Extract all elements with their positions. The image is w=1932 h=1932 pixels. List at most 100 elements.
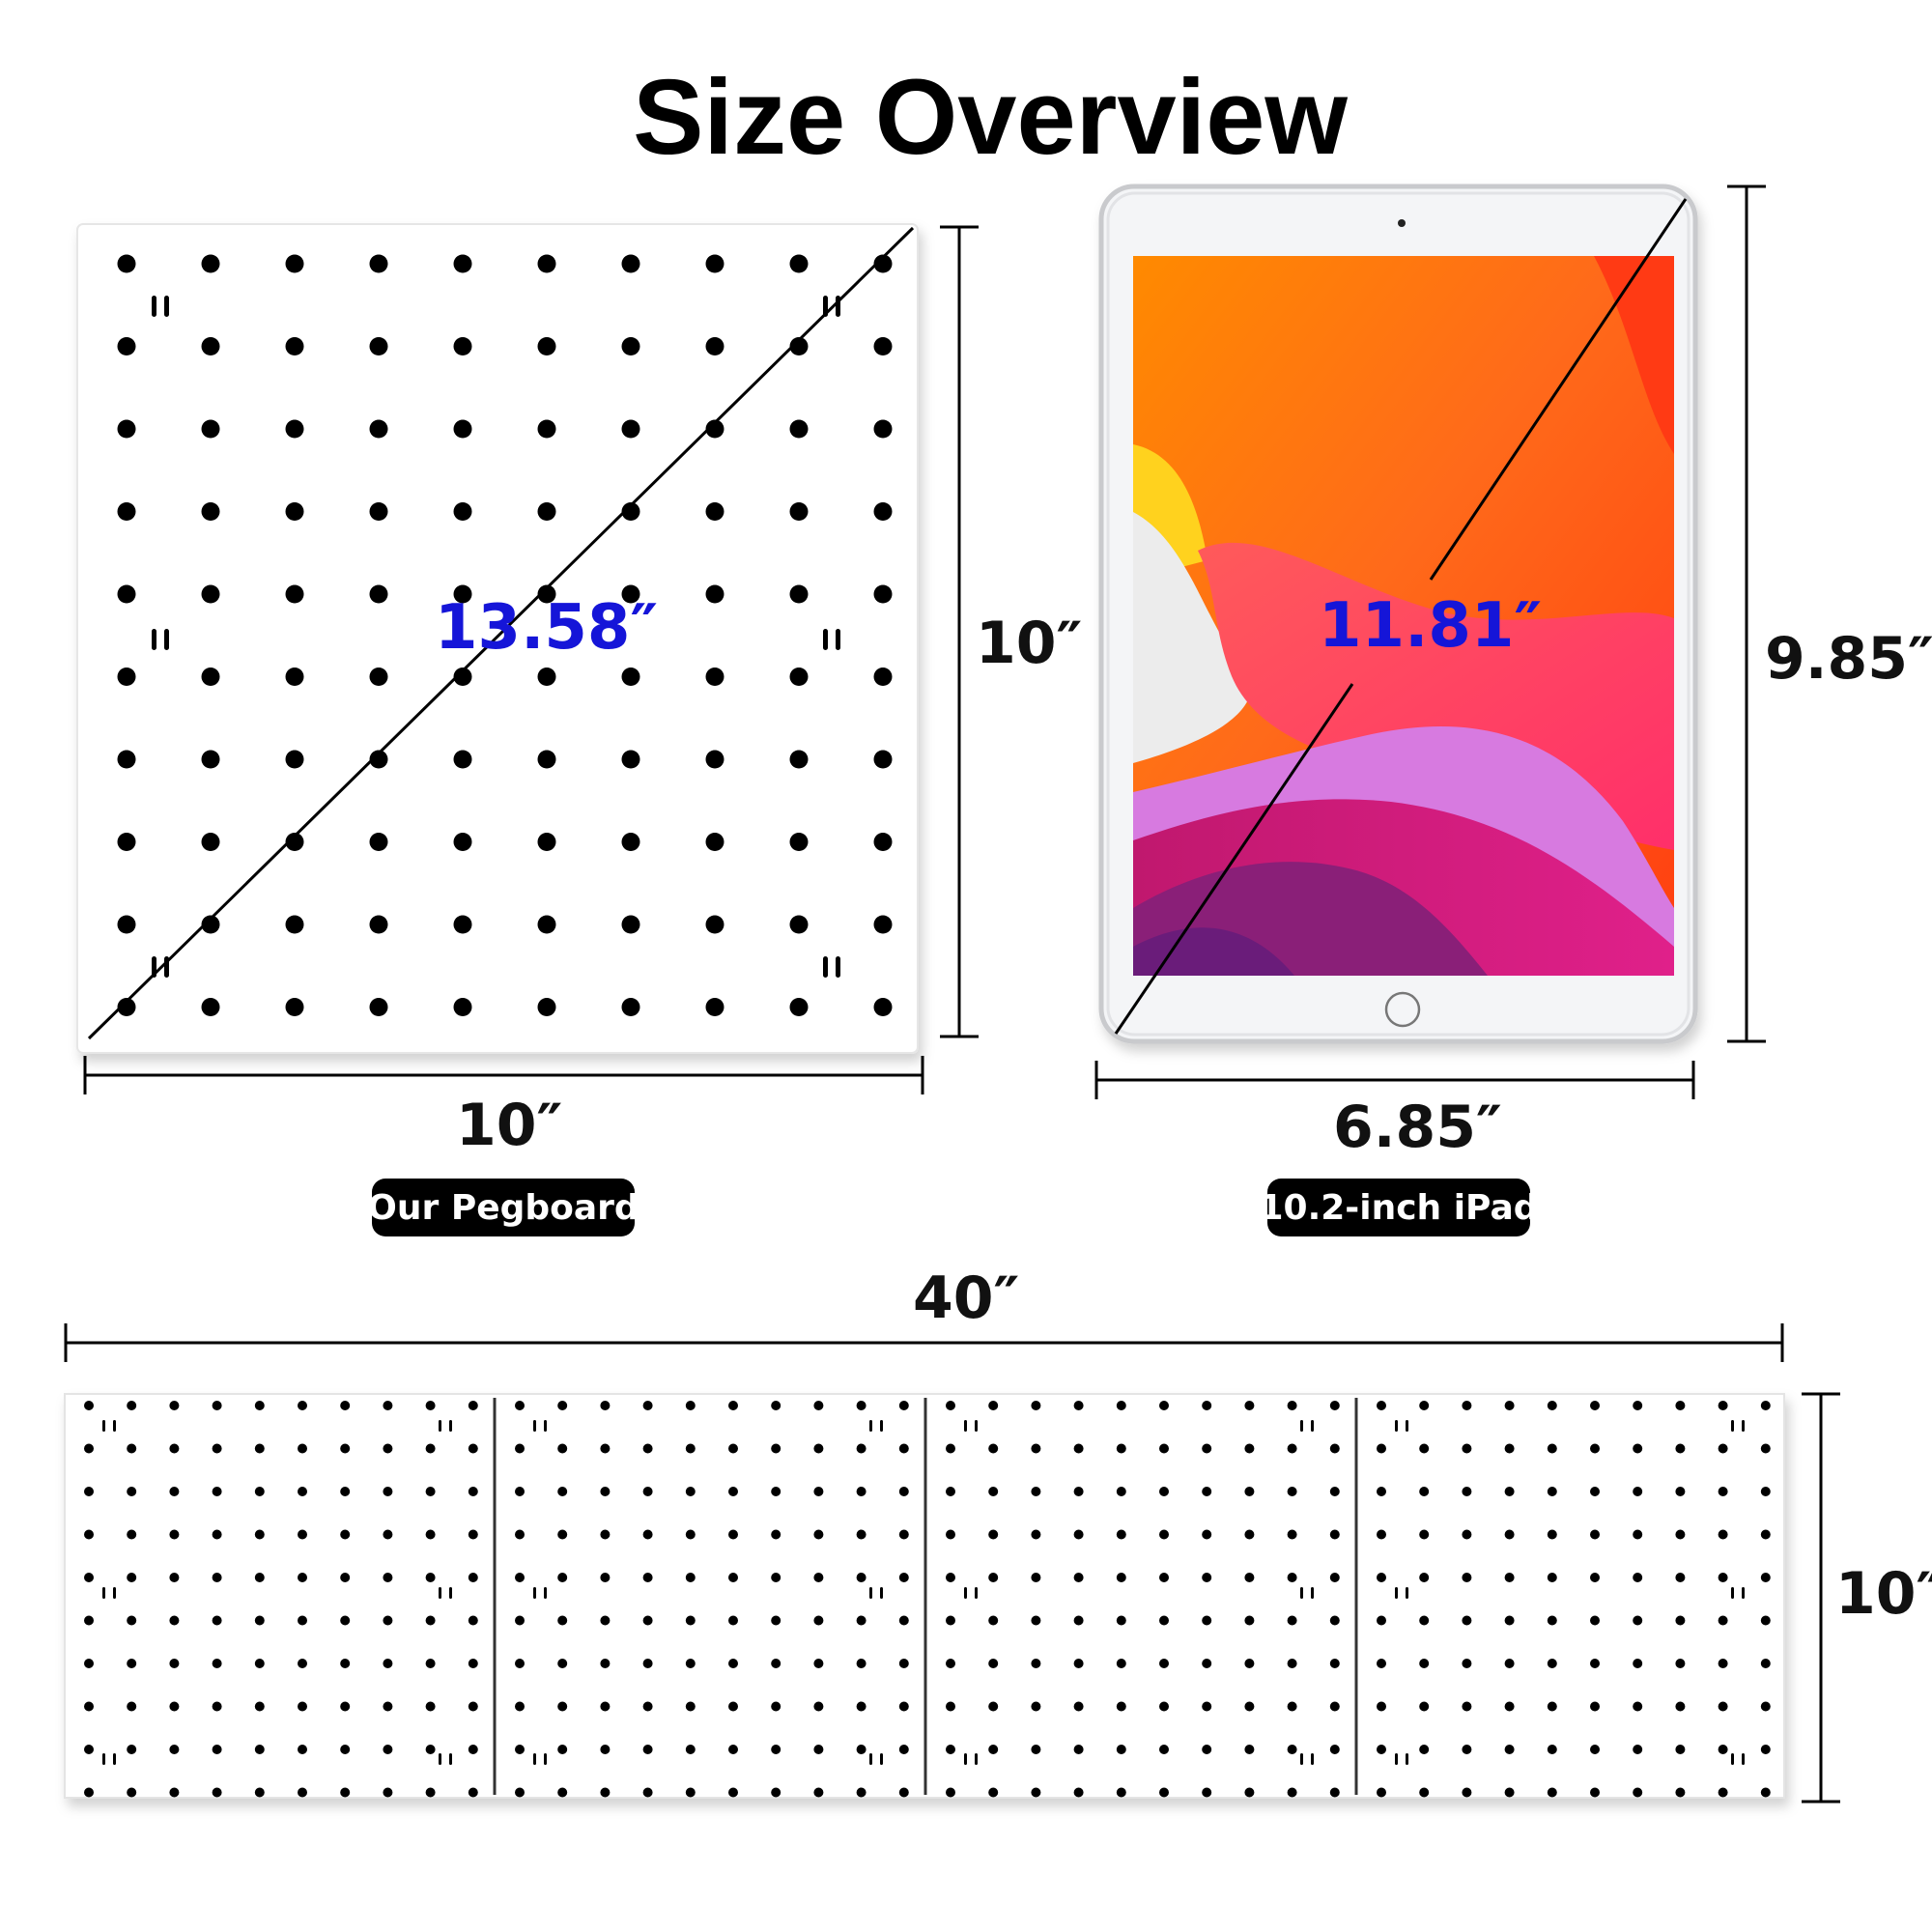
peg-hole xyxy=(1287,1787,1297,1798)
peg-hole xyxy=(369,502,388,521)
peg-hole xyxy=(1675,1573,1686,1582)
peg-hole xyxy=(1675,1659,1686,1668)
peg-hole xyxy=(383,1529,393,1540)
peg-hole xyxy=(988,1487,999,1496)
peg-hole xyxy=(557,1443,568,1454)
ipad-diagonal-label: 11.81″ xyxy=(1319,590,1543,662)
peg-hole xyxy=(1287,1701,1297,1712)
mount-slot xyxy=(1395,1587,1398,1599)
peg-hole xyxy=(169,1701,180,1712)
peg-hole xyxy=(789,668,809,686)
mount-slot xyxy=(152,629,156,650)
peg-hole xyxy=(789,750,809,769)
peg-hole xyxy=(1633,1701,1643,1712)
mount-slot xyxy=(1731,1753,1734,1765)
peg-hole xyxy=(813,1573,824,1582)
peg-hole xyxy=(621,584,640,604)
peg-hole xyxy=(84,1615,94,1626)
peg-hole xyxy=(537,584,556,604)
peg-hole xyxy=(453,833,472,851)
peg-hole xyxy=(453,254,472,273)
peg-hole xyxy=(537,915,556,934)
peg-hole xyxy=(1590,1659,1600,1668)
peg-hole xyxy=(1462,1615,1472,1626)
peg-hole xyxy=(254,1615,265,1626)
peg-hole xyxy=(946,1787,955,1798)
peg-hole xyxy=(1590,1787,1600,1798)
peg-hole xyxy=(515,1487,525,1496)
peg-hole xyxy=(537,998,556,1016)
peg-hole xyxy=(728,1787,738,1798)
peg-hole xyxy=(642,1443,653,1454)
page-title: Size Overview xyxy=(633,58,1348,177)
peg-hole xyxy=(285,337,304,355)
mount-slot xyxy=(975,1420,978,1432)
peg-hole xyxy=(1202,1443,1212,1454)
peg-hole xyxy=(1244,1573,1255,1582)
peg-hole xyxy=(728,1443,738,1454)
peg-hole xyxy=(1675,1745,1686,1754)
peg-hole xyxy=(1202,1401,1212,1410)
peg-hole xyxy=(1462,1401,1472,1410)
ipad-width-label: 6.85″ xyxy=(1333,1094,1502,1161)
peg-hole xyxy=(1377,1787,1386,1798)
peg-hole xyxy=(212,1401,222,1410)
peg-hole xyxy=(1760,1787,1771,1798)
peg-hole xyxy=(705,584,724,604)
peg-hole xyxy=(425,1573,436,1582)
peg-hole xyxy=(1244,1401,1255,1410)
peg-hole xyxy=(1159,1529,1169,1540)
peg-hole xyxy=(813,1401,824,1410)
peg-hole xyxy=(1462,1745,1472,1754)
peg-hole xyxy=(340,1745,351,1754)
peg-hole xyxy=(685,1573,696,1582)
peg-hole xyxy=(340,1659,351,1668)
peg-hole xyxy=(1547,1573,1557,1582)
mount-slot xyxy=(1311,1420,1314,1432)
combined-width-dimension xyxy=(64,1323,1784,1362)
peg-hole xyxy=(1760,1487,1771,1496)
peg-hole xyxy=(856,1787,867,1798)
peg-hole xyxy=(127,1401,137,1410)
peg-hole xyxy=(117,419,136,439)
peg-hole xyxy=(84,1701,94,1712)
peg-hole xyxy=(813,1443,824,1454)
peg-hole xyxy=(254,1573,265,1582)
peg-hole xyxy=(1159,1659,1169,1668)
peg-hole xyxy=(1419,1487,1430,1496)
peg-hole xyxy=(898,1529,909,1540)
peg-hole xyxy=(813,1487,824,1496)
mount-slot xyxy=(1300,1587,1303,1599)
peg-hole xyxy=(84,1573,94,1582)
peg-hole xyxy=(1633,1745,1643,1754)
peg-hole xyxy=(1419,1787,1430,1798)
mount-slot xyxy=(869,1420,872,1432)
mount-slot xyxy=(823,629,828,650)
peg-hole xyxy=(1547,1615,1557,1626)
peg-hole xyxy=(212,1529,222,1540)
peg-hole xyxy=(621,502,640,521)
peg-hole xyxy=(383,1745,393,1754)
pegboard-diagonal-label: 13.58″ xyxy=(435,592,659,664)
peg-hole xyxy=(298,1615,307,1626)
peg-hole xyxy=(1031,1573,1041,1582)
peg-hole xyxy=(898,1487,909,1496)
peg-hole xyxy=(1031,1443,1041,1454)
peg-hole xyxy=(813,1615,824,1626)
peg-hole xyxy=(1031,1745,1041,1754)
peg-hole xyxy=(728,1529,738,1540)
peg-hole xyxy=(425,1401,436,1410)
peg-hole xyxy=(1419,1443,1430,1454)
peg-hole xyxy=(1760,1401,1771,1410)
mount-slot xyxy=(1742,1587,1745,1599)
peg-hole xyxy=(557,1401,568,1410)
mount-slot xyxy=(1731,1420,1734,1432)
peg-hole xyxy=(1718,1529,1728,1540)
peg-hole xyxy=(117,502,136,521)
peg-hole xyxy=(1718,1487,1728,1496)
ipad-width-dimension xyxy=(1094,1061,1695,1099)
peg-hole xyxy=(1760,1573,1771,1582)
peg-hole xyxy=(1116,1573,1126,1582)
peg-hole xyxy=(1073,1529,1084,1540)
peg-hole xyxy=(254,1659,265,1668)
